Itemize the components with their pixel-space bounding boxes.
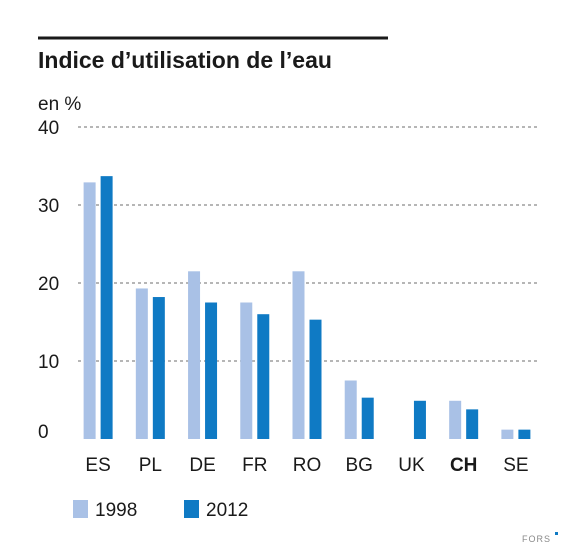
bar-ch-1998 — [449, 400, 462, 439]
x-tick-label: BG — [345, 455, 372, 476]
chart-title: Indice d’utilisation de l’eau — [38, 47, 332, 73]
y-tick-label: 20 — [38, 274, 59, 295]
y-axis-unit: en % — [38, 94, 81, 115]
y-tick-label: 30 — [38, 196, 59, 217]
bar-se-1998 — [501, 429, 514, 439]
credit-logo: FORS — [522, 532, 558, 544]
x-tick-label: DE — [189, 455, 215, 476]
bar-es-2012 — [100, 176, 113, 439]
bars — [83, 176, 531, 439]
bar-fr-2012 — [257, 314, 270, 439]
bar-ch-2012 — [466, 409, 479, 439]
x-tick-label: RO — [293, 455, 322, 476]
bar-se-2012 — [518, 429, 531, 439]
x-tick-label: PL — [139, 455, 162, 476]
x-tick-label: UK — [398, 455, 425, 476]
credit-mark — [555, 532, 558, 535]
x-tick-label: SE — [503, 455, 528, 476]
bar-ro-1998 — [292, 271, 305, 439]
bar-uk-2012 — [413, 400, 426, 439]
y-axis-ticks: 0 10 20 30 40 — [38, 118, 59, 443]
bar-de-1998 — [188, 271, 201, 439]
bar-pl-1998 — [135, 288, 148, 439]
x-tick-label: ES — [85, 455, 110, 476]
bar-es-1998 — [83, 182, 96, 439]
credit-text: FORS — [522, 534, 551, 544]
bar-bg-2012 — [361, 397, 374, 439]
grid — [78, 126, 540, 362]
x-tick-label: CH — [450, 455, 477, 476]
bar-fr-1998 — [240, 302, 253, 439]
legend-swatch — [73, 500, 88, 518]
y-tick-label: 0 — [38, 422, 49, 443]
y-tick-label: 10 — [38, 352, 59, 373]
bar-ro-2012 — [309, 319, 322, 439]
legend-label: 2012 — [206, 500, 248, 521]
legend: 1998 2012 — [73, 500, 248, 521]
bar-bg-1998 — [344, 380, 357, 439]
y-tick-label: 40 — [38, 118, 59, 139]
legend-swatch — [184, 500, 199, 518]
bar-de-2012 — [205, 302, 218, 439]
legend-label: 1998 — [95, 500, 137, 521]
x-tick-label: FR — [242, 455, 267, 476]
x-axis-ticks: ES PL DE FR RO BG UK CH SE — [85, 455, 528, 476]
bar-pl-2012 — [152, 297, 165, 439]
